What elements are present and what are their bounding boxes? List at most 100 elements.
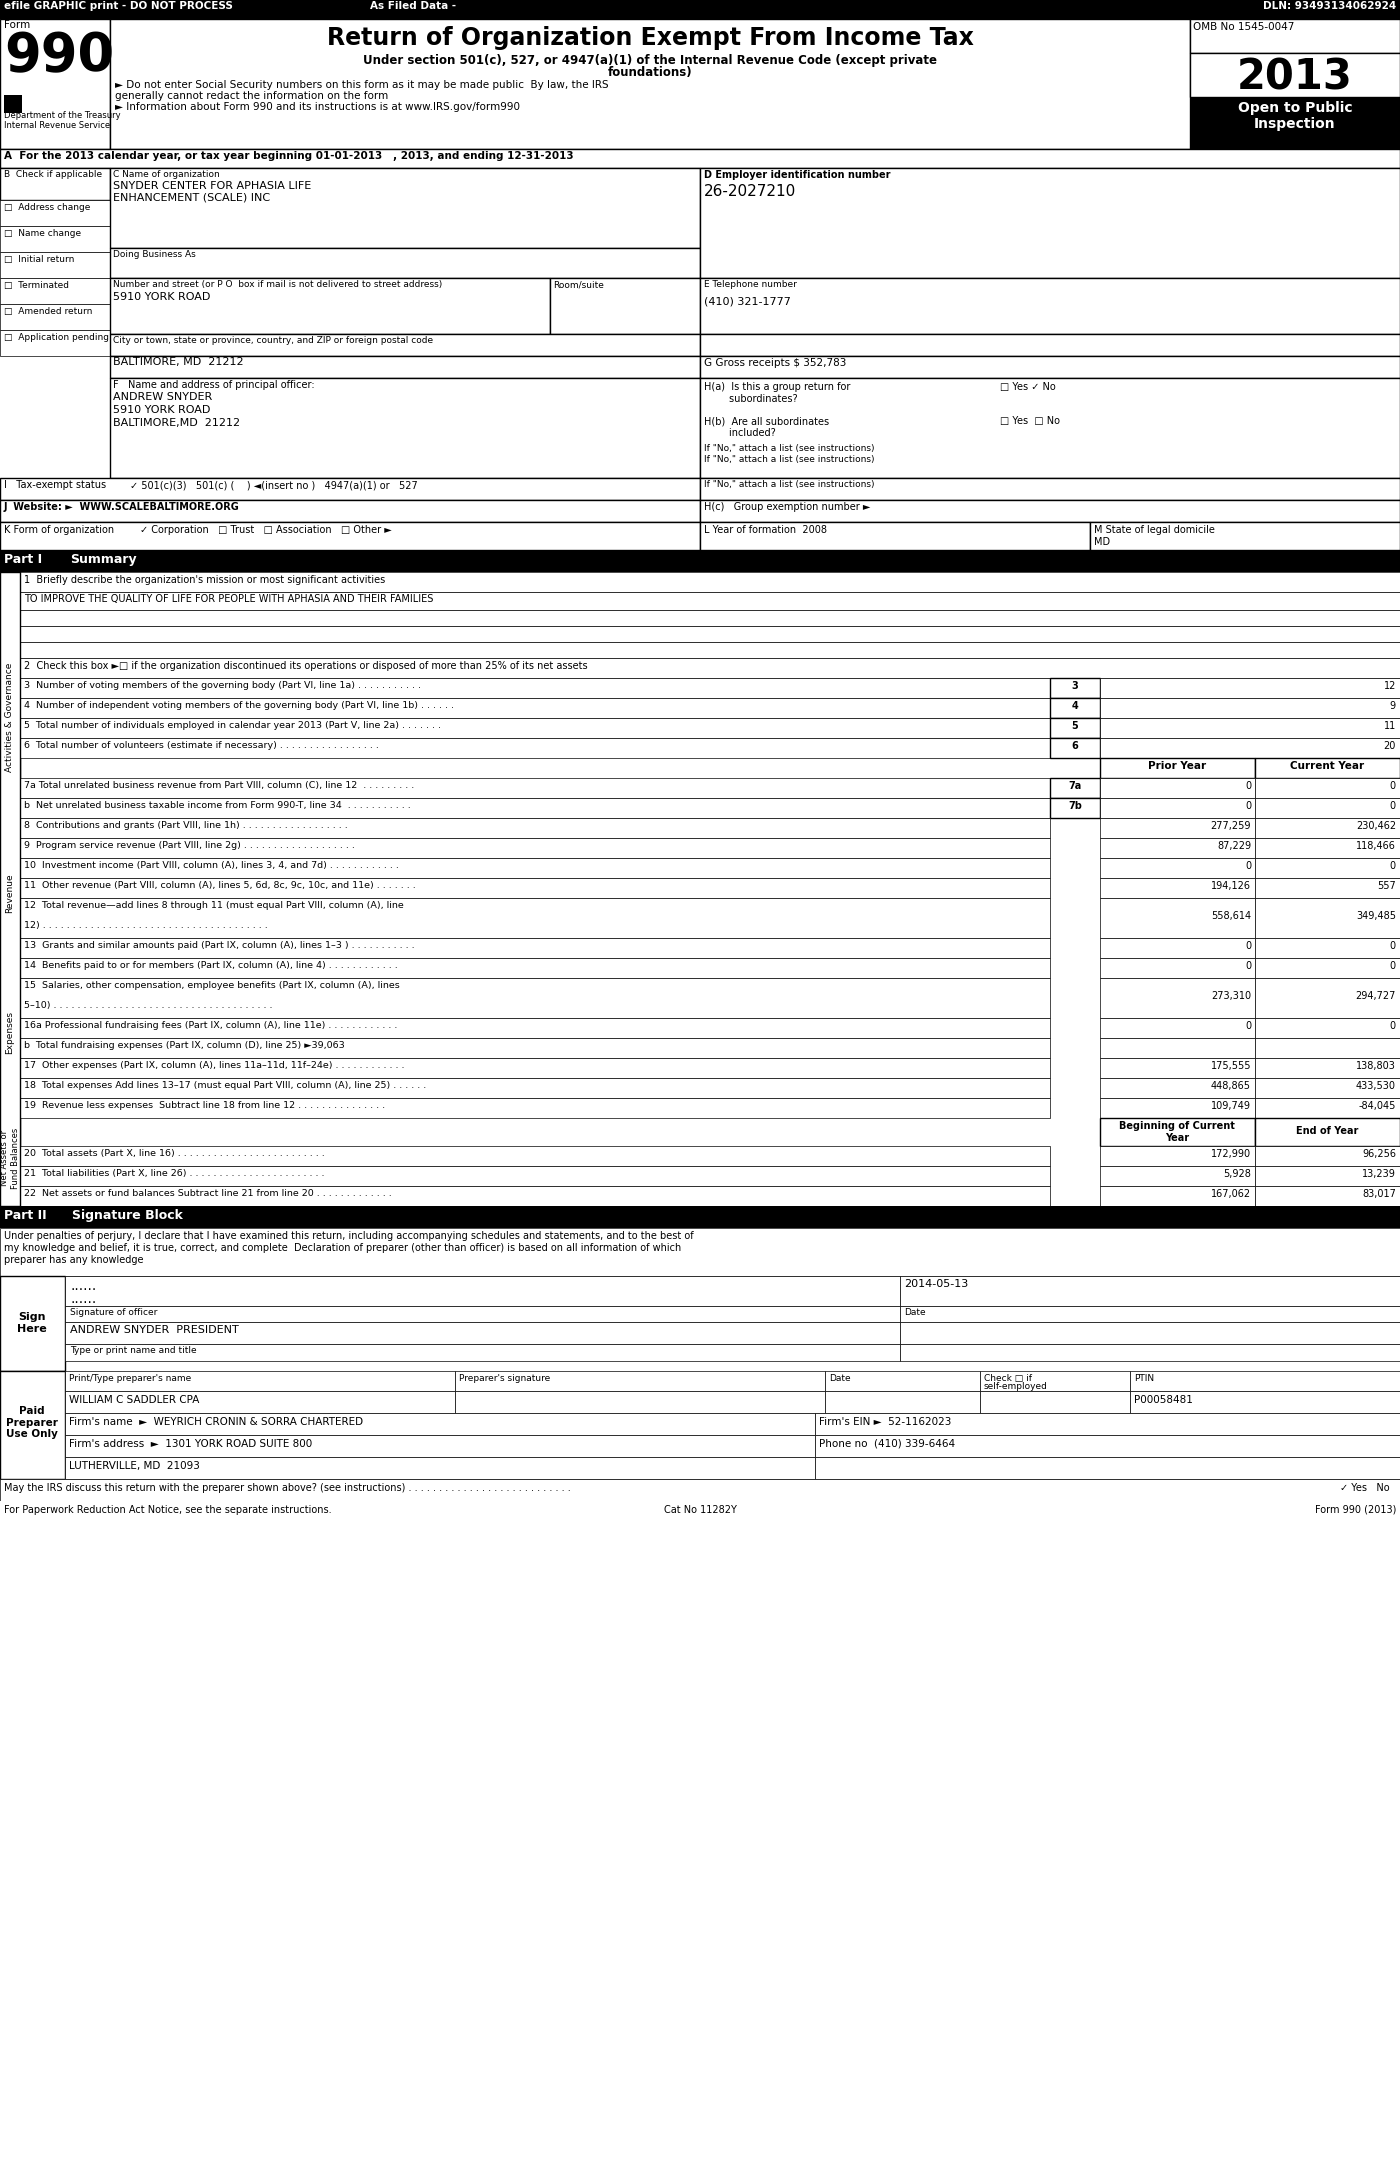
Text: Date: Date (829, 1374, 851, 1383)
Text: Net Assets or
Fund Balances: Net Assets or Fund Balances (0, 1128, 20, 1189)
Text: 558,614: 558,614 (1211, 912, 1252, 921)
Text: BALTIMORE,MD  21212: BALTIMORE,MD 21212 (113, 417, 241, 428)
Bar (1254, 979, 1400, 1018)
Bar (0, 551, 1400, 573)
Bar (0, 478, 700, 499)
Bar (900, 1275, 1400, 1305)
Text: Current Year: Current Year (1289, 761, 1364, 771)
Bar (0, 1227, 1400, 1275)
Bar (20, 657, 1400, 679)
Text: 22  Net assets or fund balances Subtract line 21 from line 20 . . . . . . . . . : 22 Net assets or fund balances Subtract … (24, 1189, 392, 1197)
Bar (1100, 759, 1254, 778)
Bar (4, 95, 22, 112)
Text: L Year of formation  2008: L Year of formation 2008 (704, 525, 827, 536)
Bar (111, 357, 700, 378)
Text: M State of legal domicile: M State of legal domicile (1093, 525, 1215, 536)
Bar (0, 1478, 1400, 1502)
Text: K Form of organization: K Form of organization (4, 525, 115, 536)
Text: 5910 YORK ROAD: 5910 YORK ROAD (113, 292, 210, 303)
Bar (20, 797, 1050, 819)
Text: preparer has any knowledge: preparer has any knowledge (4, 1256, 143, 1264)
Text: PTIN: PTIN (1134, 1374, 1154, 1383)
Bar (0, 523, 700, 551)
Text: City or town, state or province, country, and ZIP or foreign postal code: City or town, state or province, country… (113, 335, 433, 346)
Text: □  Initial return: □ Initial return (4, 255, 74, 264)
Text: included?: included? (704, 428, 776, 439)
Text: 13,239: 13,239 (1362, 1169, 1396, 1180)
Bar (1254, 778, 1400, 797)
Bar (1190, 54, 1400, 97)
Text: 6: 6 (1071, 741, 1078, 752)
Text: Activities & Governance: Activities & Governance (6, 661, 14, 771)
Bar (1100, 1167, 1254, 1186)
Bar (64, 1370, 455, 1392)
Bar (1254, 1059, 1400, 1078)
Text: H(b)  Are all subordinates: H(b) Are all subordinates (704, 417, 829, 426)
Bar (0, 253, 111, 279)
Text: □  Terminated: □ Terminated (4, 281, 69, 290)
Bar (1091, 523, 1400, 551)
Bar (0, 305, 111, 331)
Text: ENHANCEMENT (SCALE) INC: ENHANCEMENT (SCALE) INC (113, 192, 270, 203)
Bar (1050, 778, 1100, 797)
Text: generally cannot redact the information on the form: generally cannot redact the information … (115, 91, 388, 102)
Bar (20, 739, 1050, 759)
Text: Number and street (or P O  box if mail is not delivered to street address): Number and street (or P O box if mail is… (113, 281, 442, 290)
Text: Signature Block: Signature Block (71, 1208, 183, 1221)
Text: ......: ...... (70, 1292, 97, 1305)
Text: Date: Date (904, 1307, 925, 1316)
Bar (700, 499, 1400, 523)
Text: Beginning of Current
Year: Beginning of Current Year (1119, 1122, 1235, 1143)
Bar (1254, 1018, 1400, 1037)
Text: 87,229: 87,229 (1217, 841, 1252, 851)
Bar (111, 169, 700, 249)
Text: 0: 0 (1390, 940, 1396, 951)
Bar (1100, 1098, 1254, 1117)
Text: 1  Briefly describe the organization's mission or most significant activities: 1 Briefly describe the organization's mi… (24, 575, 385, 586)
Text: 17  Other expenses (Part IX, column (A), lines 11a–11d, 11f–24e) . . . . . . . .: 17 Other expenses (Part IX, column (A), … (24, 1061, 405, 1070)
Text: Return of Organization Exempt From Income Tax: Return of Organization Exempt From Incom… (326, 26, 973, 50)
Text: 5,928: 5,928 (1224, 1169, 1252, 1180)
Text: 8  Contributions and grants (Part VIII, line 1h) . . . . . . . . . . . . . . . .: 8 Contributions and grants (Part VIII, l… (24, 821, 347, 830)
Text: 5: 5 (1071, 722, 1078, 730)
Bar (111, 249, 700, 279)
Bar (700, 378, 1400, 478)
Bar (455, 1370, 825, 1392)
Text: □ Yes  □ No: □ Yes □ No (1000, 417, 1060, 426)
Text: SNYDER CENTER FOR APHASIA LIFE: SNYDER CENTER FOR APHASIA LIFE (113, 182, 311, 190)
Bar (900, 1344, 1400, 1361)
Bar (1100, 778, 1254, 797)
Text: 167,062: 167,062 (1211, 1189, 1252, 1199)
Text: 0: 0 (1245, 860, 1252, 871)
Bar (1100, 979, 1254, 1018)
Text: 175,555: 175,555 (1211, 1061, 1252, 1072)
Bar (1100, 797, 1254, 819)
Text: 20: 20 (1383, 741, 1396, 752)
Text: 12) . . . . . . . . . . . . . . . . . . . . . . . . . . . . . . . . . . . . . .: 12) . . . . . . . . . . . . . . . . . . … (24, 921, 267, 929)
Text: 4: 4 (1071, 700, 1078, 711)
Bar (20, 1018, 1050, 1037)
Text: Type or print name and title: Type or print name and title (70, 1346, 196, 1355)
Bar (20, 1167, 1050, 1186)
Bar (1050, 679, 1100, 698)
Bar (20, 979, 1050, 1018)
Text: self-employed: self-employed (984, 1383, 1047, 1392)
Bar (825, 1392, 980, 1413)
Bar (1050, 797, 1100, 819)
Bar (0, 573, 20, 1152)
Text: If "No," attach a list (see instructions): If "No," attach a list (see instructions… (704, 443, 875, 454)
Text: End of Year: End of Year (1296, 1126, 1358, 1137)
Bar (64, 1344, 900, 1361)
Text: b  Net unrelated business taxable income from Form 990-T, line 34  . . . . . . .: b Net unrelated business taxable income … (24, 802, 410, 810)
Text: 0: 0 (1390, 962, 1396, 970)
Text: Internal Revenue Service: Internal Revenue Service (4, 121, 111, 130)
Bar (64, 1323, 900, 1344)
Text: 0: 0 (1245, 802, 1252, 810)
Text: Department of the Treasury: Department of the Treasury (4, 110, 120, 121)
Text: 13  Grants and similar amounts paid (Part IX, column (A), lines 1–3 ) . . . . . : 13 Grants and similar amounts paid (Part… (24, 940, 414, 951)
Bar (700, 478, 1400, 499)
Bar (1100, 717, 1400, 739)
Text: efile GRAPHIC print - DO NOT PROCESS: efile GRAPHIC print - DO NOT PROCESS (4, 0, 232, 11)
Bar (1100, 679, 1400, 698)
Bar (1254, 1145, 1400, 1167)
